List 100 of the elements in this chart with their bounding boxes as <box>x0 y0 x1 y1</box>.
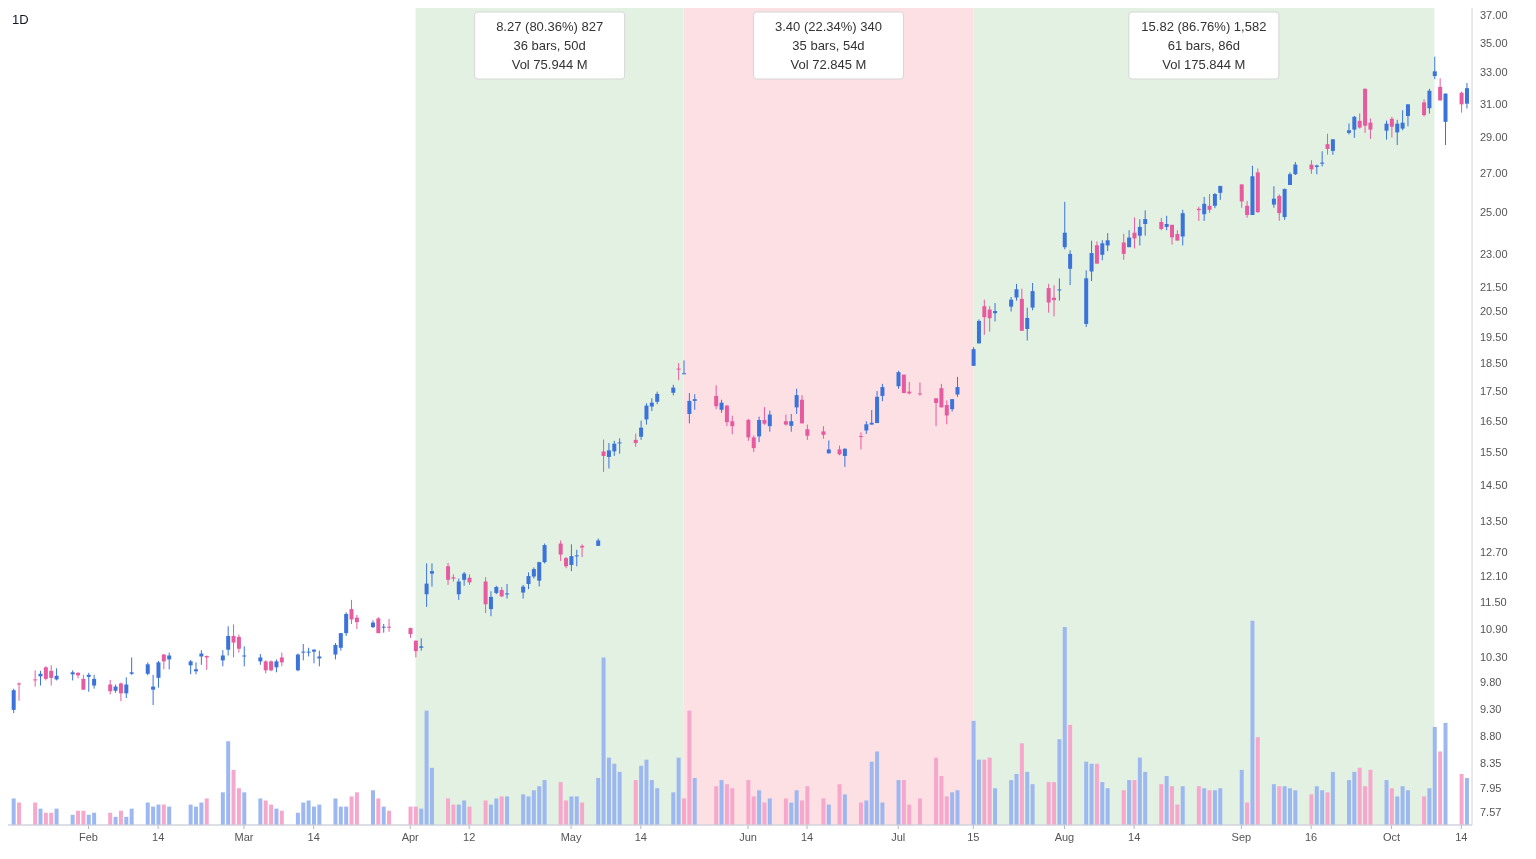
y-tick-label: 15.50 <box>1480 445 1508 458</box>
bar <box>1207 790 1212 825</box>
candlestick <box>1143 209 1148 237</box>
candlestick <box>488 590 493 617</box>
candlestick <box>151 674 156 706</box>
y-tick-label: 12.10 <box>1480 570 1508 583</box>
x-tick-label: 16 <box>1305 830 1318 843</box>
y-tick-label: 9.80 <box>1480 676 1502 689</box>
bar <box>982 759 987 825</box>
candlestick <box>11 688 16 714</box>
candlestick <box>799 394 804 424</box>
bar <box>1180 786 1185 825</box>
bar <box>1084 761 1089 825</box>
bar <box>1405 790 1410 825</box>
bar <box>1057 739 1062 825</box>
y-tick-label: 7.95 <box>1480 781 1502 794</box>
candlestick <box>236 634 241 654</box>
bar <box>826 804 831 825</box>
candlestick <box>1400 109 1405 131</box>
bar <box>569 796 574 825</box>
band-label: 15.82 (86.76%) 1,582 61 bars, 86d Vol 175.844 M <box>1141 19 1267 72</box>
candlestick <box>1062 201 1067 250</box>
bar <box>1196 786 1201 825</box>
candlestick <box>17 681 22 702</box>
info-box: 8.27 (80.36%) 827 36 bars, 50d Vol 75.944 M <box>474 11 626 80</box>
candlestick <box>1352 115 1357 139</box>
bar <box>746 780 751 825</box>
bar <box>1105 788 1110 825</box>
bar <box>1255 737 1260 825</box>
bar <box>944 796 949 825</box>
bar <box>950 792 955 825</box>
bar <box>1170 786 1175 825</box>
candlestick <box>682 359 687 375</box>
candlestick <box>33 669 38 688</box>
x-tick-label: May <box>560 830 582 843</box>
bar <box>467 806 472 825</box>
candlestick <box>242 645 247 667</box>
bar <box>580 802 585 825</box>
candlestick <box>601 439 606 473</box>
x-tick-label: 14 <box>1128 830 1141 843</box>
bar <box>1062 626 1067 825</box>
bar <box>161 804 166 825</box>
bar <box>274 808 279 825</box>
candlestick <box>1432 56 1437 80</box>
candlestick <box>944 399 949 425</box>
candlestick <box>1057 277 1062 302</box>
x-tick-label: Jun <box>739 830 757 843</box>
bar <box>671 792 676 825</box>
candlestick <box>1389 116 1394 139</box>
bar <box>955 790 960 825</box>
bar <box>1245 802 1250 825</box>
y-tick-label: 16.50 <box>1480 414 1508 427</box>
bar <box>1427 788 1432 825</box>
bar <box>333 798 338 825</box>
y-tick-label: 37.00 <box>1480 8 1508 21</box>
candlestick <box>757 416 762 443</box>
candlestick <box>746 418 751 442</box>
x-tick-label: 14 <box>634 830 647 843</box>
bar <box>1384 780 1389 825</box>
bar <box>1100 782 1105 825</box>
bar <box>676 757 681 825</box>
candlestick <box>1207 193 1212 214</box>
bar <box>1389 788 1394 825</box>
candlestick <box>644 402 649 426</box>
candlestick <box>1094 240 1099 265</box>
candlestick <box>1459 91 1464 114</box>
bar <box>1277 786 1282 825</box>
bar <box>1432 726 1437 825</box>
bar <box>633 780 638 825</box>
bar <box>1271 784 1276 825</box>
candlestick <box>1464 82 1469 110</box>
x-tick-label: Feb <box>78 830 98 843</box>
y-tick-label: 17.50 <box>1480 384 1508 397</box>
bar <box>54 808 59 825</box>
y-tick-label: 25.00 <box>1480 205 1508 218</box>
candlestick <box>456 578 461 601</box>
candlestick <box>1137 218 1142 246</box>
bar <box>1025 771 1030 825</box>
bar <box>483 800 488 825</box>
y-tick-label: 13.50 <box>1480 515 1508 528</box>
bar <box>521 794 526 825</box>
bar <box>370 790 375 825</box>
candlestick <box>1395 119 1400 146</box>
candlestick <box>446 562 451 586</box>
bar <box>17 802 22 825</box>
bar <box>1132 780 1137 825</box>
bar <box>499 796 504 825</box>
bar <box>1030 784 1035 825</box>
bar <box>38 808 43 825</box>
candlestick <box>714 384 719 410</box>
candlestick <box>311 648 316 664</box>
candlestick <box>639 420 644 441</box>
candlestick <box>483 576 488 614</box>
x-tick-label: Mar <box>234 830 254 843</box>
candlestick <box>129 656 134 676</box>
x-tick-label: Aug <box>1054 830 1075 843</box>
candlestick <box>194 661 199 675</box>
y-tick-label: 27.00 <box>1480 167 1508 180</box>
candlestick <box>1239 183 1244 209</box>
candlestick <box>858 431 863 450</box>
